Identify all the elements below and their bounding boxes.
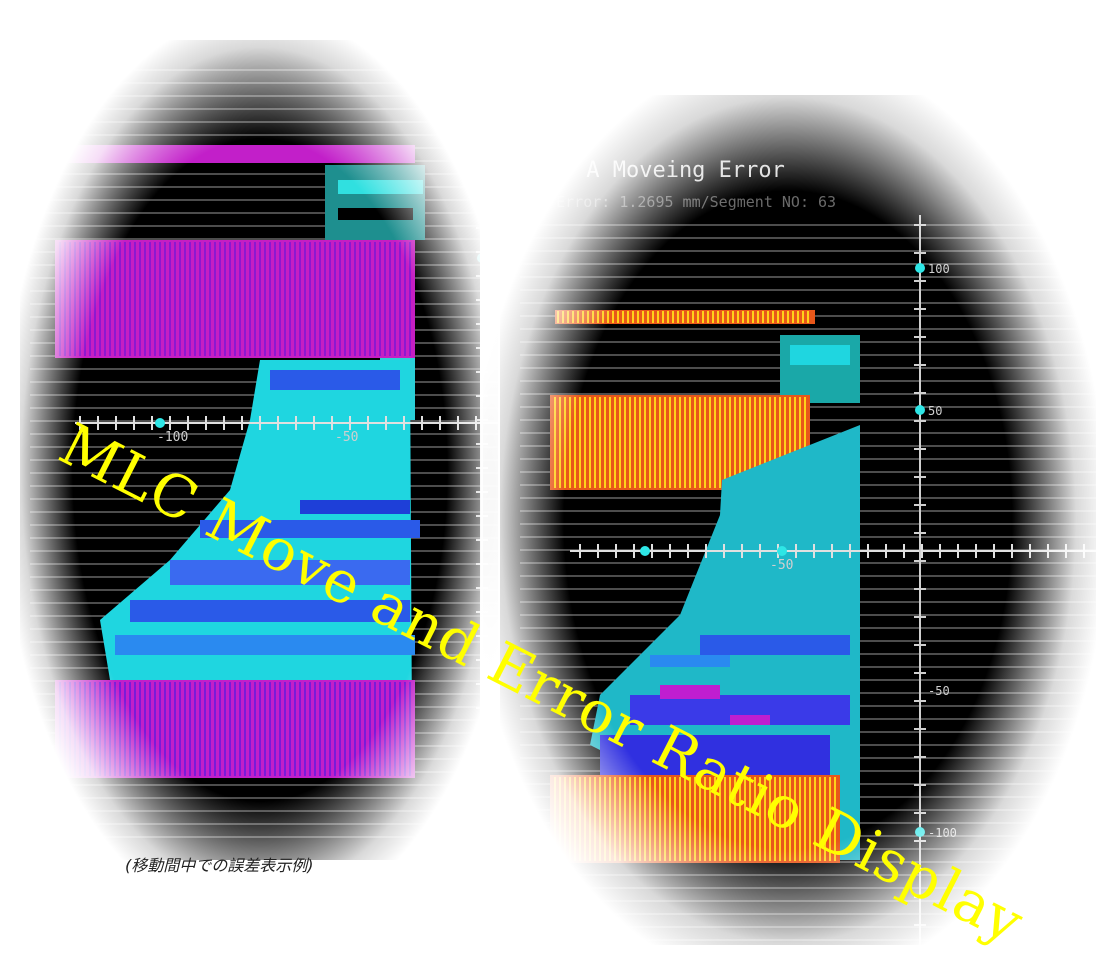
svg-text:-100: -100 (157, 430, 188, 445)
caption: (移動間中での誤差表示例) (125, 856, 314, 875)
svg-text:-50: -50 (928, 684, 950, 698)
svg-text:-100: -100 (928, 826, 957, 840)
max-error-label: Max Error: 1.2695 mm/Segment NO: 63 (520, 193, 836, 211)
svg-text:-50: -50 (335, 430, 358, 445)
svg-text:-50: -50 (770, 558, 793, 573)
svg-text:100: 100 (928, 262, 950, 276)
svg-text:50: 50 (928, 404, 942, 418)
chart-title: Leaf A Moveing Error (520, 158, 785, 183)
